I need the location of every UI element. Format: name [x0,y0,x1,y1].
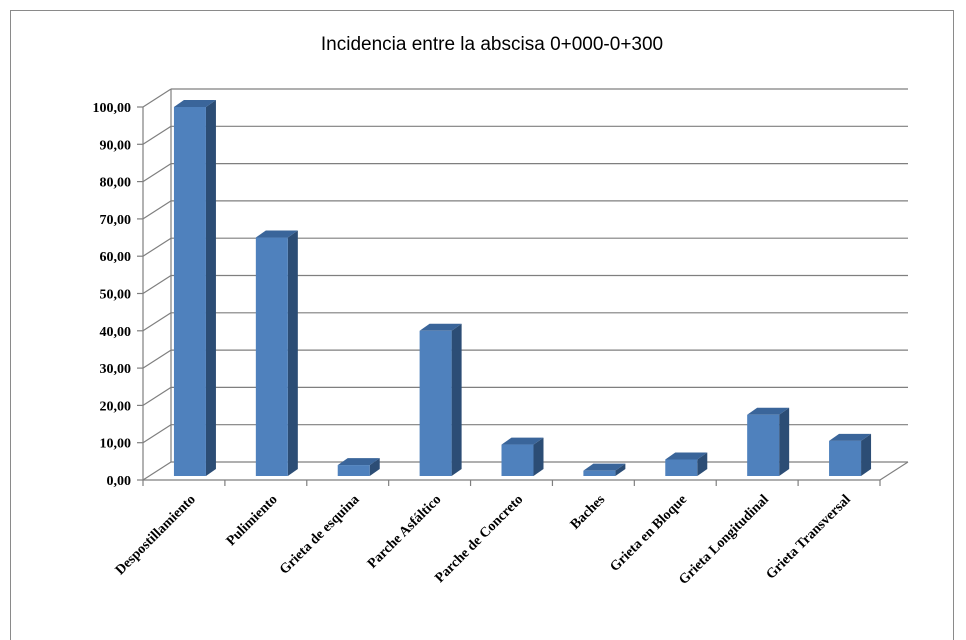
bar [337,458,380,476]
bar-side [533,437,544,476]
y-tick-labels: 0,00 10,00 20,00 30,00 40,00 50,00 60,00 70,00 8… [93,101,132,489]
y-tick-label: 10,00 [100,437,132,452]
bar [665,452,708,476]
bar [173,100,216,476]
bar-top [583,463,626,471]
y-tick-label: 100,00 [93,101,132,116]
bar-top [419,323,462,331]
floor-right-edge [879,461,909,481]
y-tick-label: 50,00 [100,288,132,303]
bar-side [861,433,872,476]
gridline-connector [142,163,172,183]
gridline-connector [142,237,172,257]
bar-side [451,323,462,476]
x-tick-label: Baches [568,492,609,533]
gridline-connector [142,125,172,145]
x-tick-label: Parche Asfáltico [365,492,444,571]
bar-side [287,230,298,476]
bar-side [697,452,708,476]
x-tick-label: Parche de Concreto [433,492,527,586]
bar-front [501,444,534,476]
bar [501,437,544,476]
gridline-connector [142,386,172,406]
gridline-connector [142,349,172,369]
bars-layer [173,100,872,476]
gridline-connector [142,461,172,481]
x-tick-label: Grieta en Bloque [607,492,690,575]
bar-front [747,414,780,476]
gridline-connector [142,88,172,108]
gridline-connector [142,274,172,295]
bar-top [747,407,790,415]
bar-side [615,463,626,476]
bar-top [829,433,872,441]
bar [255,230,298,476]
y-tick-label: 60,00 [100,250,132,265]
bar-side [369,458,380,476]
y-tick-label: 80,00 [100,176,132,191]
bar-front [337,465,370,476]
bar-front [419,330,452,476]
y-tick-label: 40,00 [100,325,132,340]
axis-layer [137,89,909,486]
x-tick-label: Grieta de esquina [277,492,362,577]
gridline-connector [142,312,172,332]
bar [583,463,626,476]
chart-title: Incidencia entre la abscisa 0+000-0+300 [321,34,663,55]
y-tick-label: 0,00 [107,474,132,489]
y-tick-label: 70,00 [100,213,132,228]
bar [747,407,790,476]
x-tick-label: Grieta Longitudinal [676,492,772,588]
bar-top [501,437,544,445]
x-tick-label: Grieta Transversal [764,492,854,582]
chart-frame [10,10,954,640]
gridline-connector [142,200,172,220]
bar-top [173,100,216,107]
bar-front [829,440,862,476]
bar-top [255,230,298,238]
x-tick-label: Despostillamiento [113,492,199,578]
bar-front [255,237,288,476]
bar-front [583,470,616,476]
bar-side [779,407,790,476]
bar-side [205,100,216,476]
bar-front [665,459,698,476]
bar-top [337,458,380,466]
y-tick-label: 90,00 [100,138,132,153]
y-tick-label: 30,00 [100,362,132,377]
bar [419,323,462,476]
bar [829,433,872,476]
y-tick-label: 20,00 [100,399,132,414]
bar-top [665,452,708,460]
bar-front [173,107,206,476]
gridline-connector [142,424,172,444]
x-tick-label: Pulimiento [224,492,281,549]
